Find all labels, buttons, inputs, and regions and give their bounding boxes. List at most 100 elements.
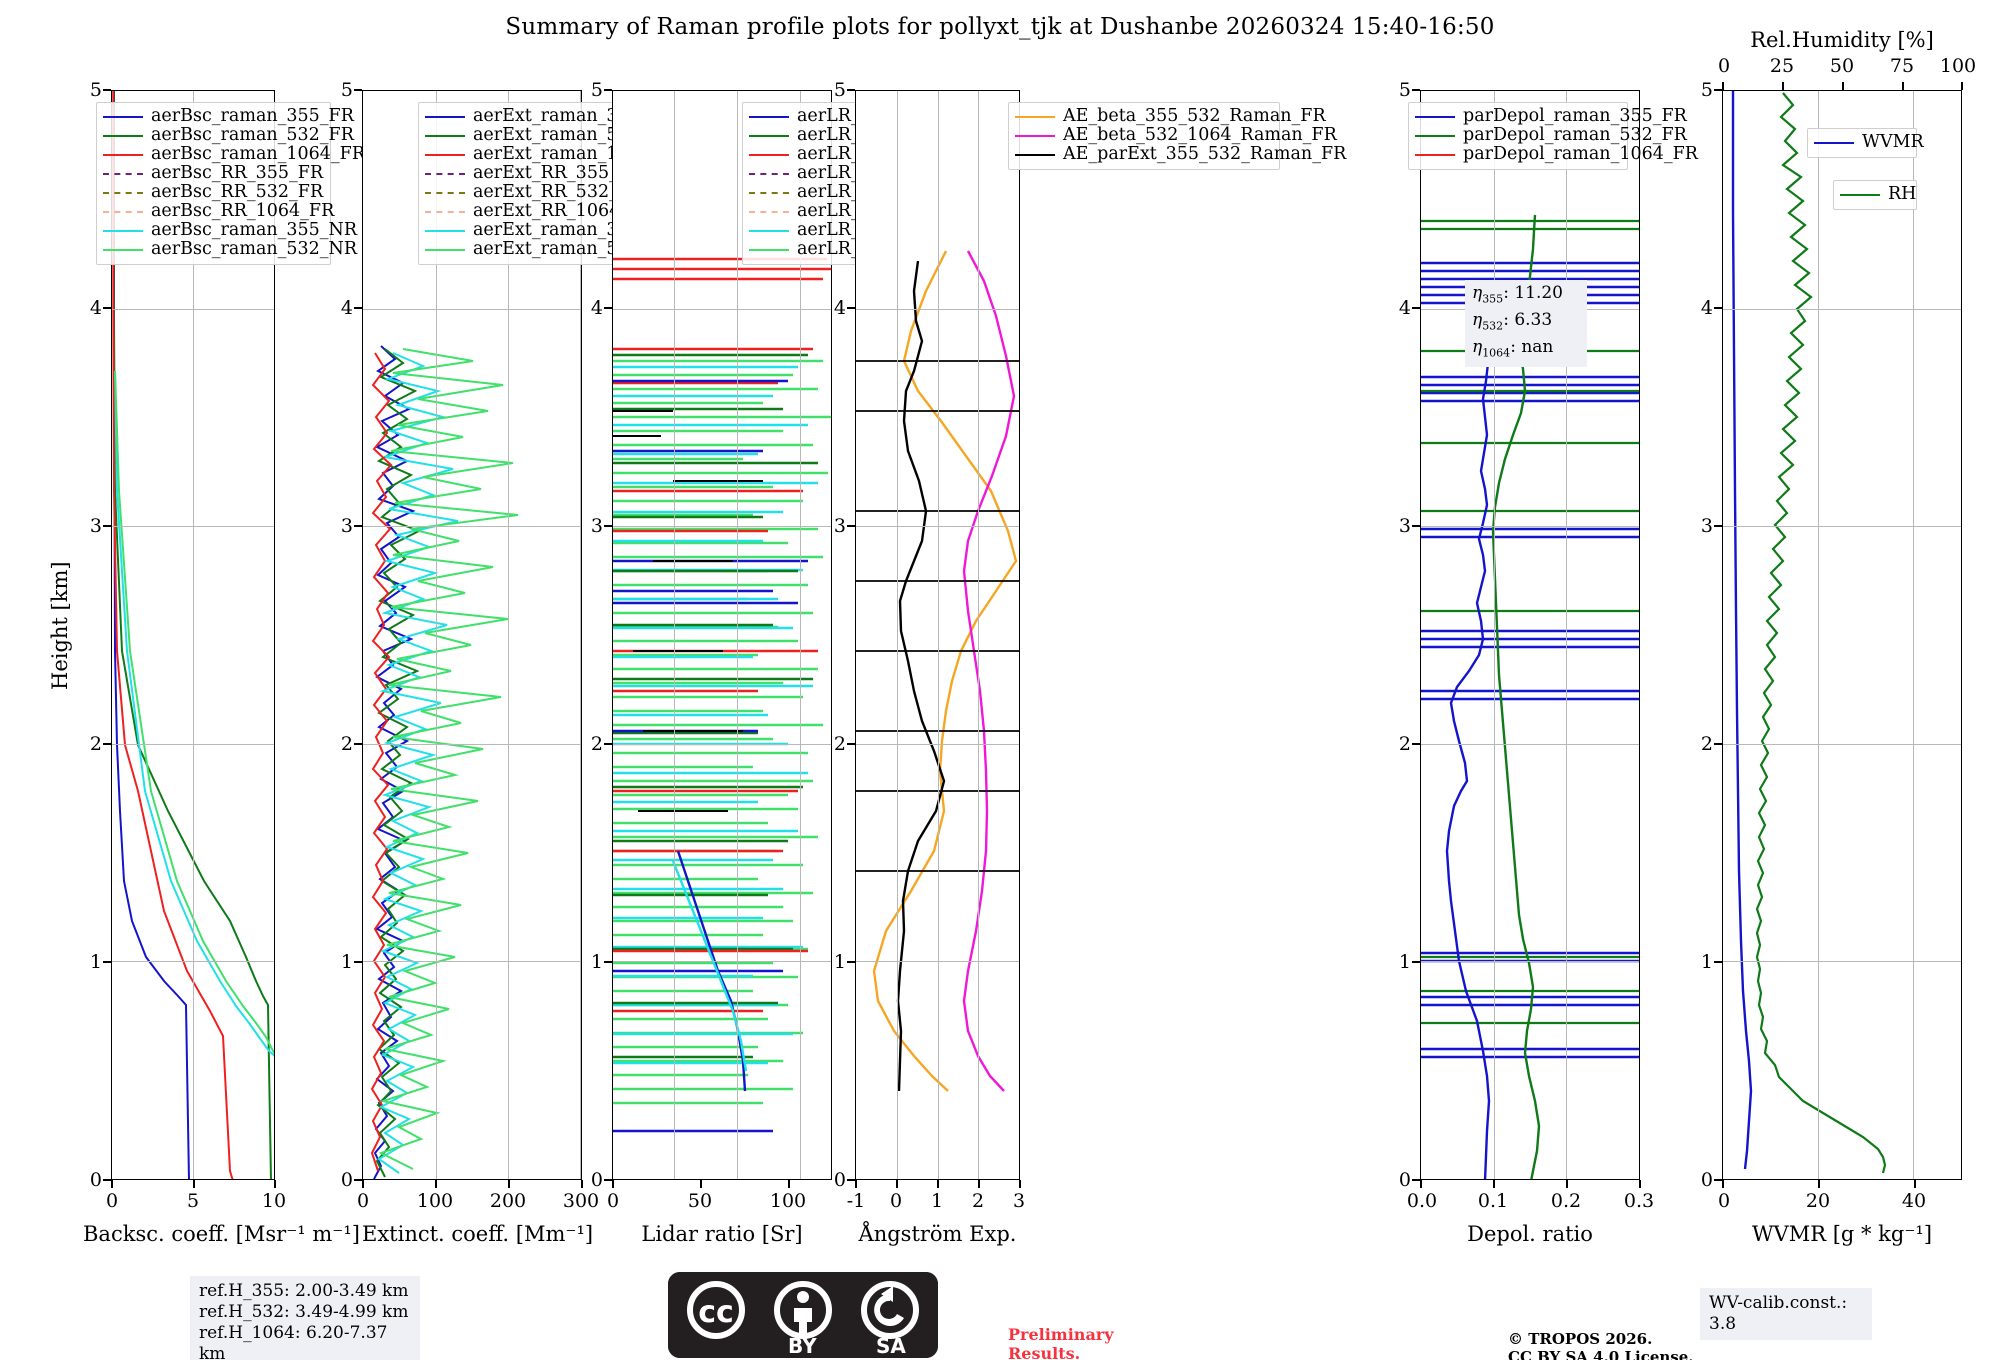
xtick-depol-3: 0.3 bbox=[1623, 1190, 1655, 1212]
preliminary-line-1: Preliminary bbox=[1008, 1325, 1114, 1344]
xtick-angstrom-2: 1 bbox=[930, 1190, 944, 1212]
ytick-wvmr-4: 4 bbox=[1700, 297, 1713, 319]
legend-item: aerExt_raman_532_NR bbox=[425, 240, 677, 259]
xtick-extinction-2: 200 bbox=[489, 1190, 527, 1212]
xtick-wvmr-0: 0 bbox=[1717, 1190, 1731, 1212]
legend-label: AE_beta_532_1064_Raman_FR bbox=[1063, 125, 1337, 145]
legend-depolarization[interactable]: parDepol_raman_355_FR parDepol_raman_532… bbox=[1408, 102, 1698, 170]
eta-532-line: η532: 6.33 bbox=[1472, 310, 1580, 337]
ytick-angstrom-0: 0 bbox=[833, 1169, 846, 1191]
eta-annotation-box: η355: 11.20 η532: 6.33 η1064: nan bbox=[1465, 280, 1587, 367]
copyright-note: © TROPOS 2026. CC BY SA 4.0 License. bbox=[1508, 1330, 1694, 1360]
legend-swatch bbox=[425, 191, 465, 194]
cc-logo-icon: cc bbox=[687, 1281, 745, 1339]
eta-532-sub: 532 bbox=[1482, 319, 1504, 333]
legend-label: aerExt_RR_1064_FR bbox=[473, 201, 655, 221]
legend-swatch bbox=[103, 172, 143, 175]
copyright-line-2: CC BY SA 4.0 License. bbox=[1508, 1348, 1694, 1360]
ytick-wvmr-3: 3 bbox=[1700, 515, 1713, 537]
xtick-angstrom-1: 0 bbox=[889, 1190, 903, 1212]
x-axis-label-lidar-ratio: Lidar ratio [Sr] bbox=[641, 1222, 803, 1246]
xtick-angstrom-3: 2 bbox=[971, 1190, 985, 1212]
xtick-lidar-1: 50 bbox=[687, 1190, 713, 1212]
xtick-backscatter-2: 10 bbox=[261, 1190, 287, 1212]
x-axis-label-extinction: Extinct. coeff. [Mm⁻¹] bbox=[362, 1222, 594, 1246]
legend-item: parDepol_raman_355_FR bbox=[1415, 107, 1687, 126]
legend-label: parDepol_raman_532_FR bbox=[1463, 125, 1687, 145]
ytick-wvmr-5: 5 bbox=[1700, 79, 1713, 101]
legend-swatch bbox=[425, 115, 465, 118]
legend-swatch bbox=[749, 229, 789, 232]
eta-355-symbol: η bbox=[1472, 283, 1483, 303]
legend-swatch bbox=[1415, 115, 1455, 118]
legend-swatch bbox=[103, 229, 143, 232]
ytick-lidar-3: 3 bbox=[590, 515, 603, 537]
legend-item: aerBsc_raman_532_FR bbox=[103, 126, 354, 145]
plot-area-wvmr-rh bbox=[1722, 90, 1962, 1180]
series-wvmr-rh bbox=[1731, 91, 1887, 1174]
legend-swatch bbox=[103, 115, 143, 118]
legend-item: aerExt_raman_355_FR bbox=[425, 107, 674, 126]
legend-item: aerBsc_raman_355_FR bbox=[103, 107, 354, 126]
legend-label: WVMR bbox=[1862, 132, 1924, 152]
legend-swatch bbox=[103, 134, 143, 137]
legend-rh[interactable]: RH bbox=[1833, 180, 1917, 210]
copyright-line-1: © TROPOS 2026. bbox=[1508, 1330, 1653, 1348]
legend-swatch bbox=[425, 248, 465, 251]
legend-swatch bbox=[425, 153, 465, 156]
x-axis-label-depolarization: Depol. ratio bbox=[1467, 1222, 1593, 1246]
ytick-angstrom-3: 3 bbox=[833, 515, 846, 537]
legend-swatch bbox=[1015, 115, 1055, 118]
legend-item: aerBsc_RR_1064_FR bbox=[103, 202, 334, 221]
x-axis-label-wvmr: WVMR [g * kg⁻¹] bbox=[1751, 1222, 1933, 1246]
x-axis-label-angstrom: Ångström Exp. bbox=[858, 1222, 1017, 1246]
cc-license-badge[interactable]: cc BY SA bbox=[668, 1272, 938, 1358]
legend-item: WVMR bbox=[1814, 133, 1924, 152]
legend-item: aerExt_RR_1064_FR bbox=[425, 202, 654, 221]
legend-swatch bbox=[749, 191, 789, 194]
series-depolarization bbox=[1421, 214, 1639, 1179]
legend-swatch bbox=[1015, 153, 1055, 156]
legend-swatch bbox=[749, 248, 789, 251]
legend-wvmr-rh[interactable]: WVMR bbox=[1807, 128, 1924, 158]
ytick-depol-0: 0 bbox=[1398, 1169, 1411, 1191]
ytick-lidar-1: 1 bbox=[590, 951, 603, 973]
plot-area-depolarization bbox=[1420, 90, 1640, 1180]
legend-item: AE_beta_355_532_Raman_FR bbox=[1015, 107, 1326, 126]
xtick-depol-0: 0.0 bbox=[1406, 1190, 1438, 1212]
ytick-depol-4: 4 bbox=[1398, 297, 1411, 319]
legend-label: aerBsc_raman_355_FR bbox=[151, 106, 354, 126]
legend-label: AE_beta_355_532_Raman_FR bbox=[1063, 106, 1326, 126]
legend-label: aerBsc_RR_532_FR bbox=[151, 182, 324, 202]
eta-1064-sub: 1064 bbox=[1482, 346, 1511, 360]
legend-swatch bbox=[1415, 134, 1455, 137]
legend-item: parDepol_raman_532_FR bbox=[1415, 126, 1687, 145]
legend-item: aerExt_RR_355_FR bbox=[425, 164, 643, 183]
plot-area-lidar-ratio bbox=[612, 90, 832, 1180]
legend-item: aerBsc_RR_355_FR bbox=[103, 164, 324, 183]
legend-swatch bbox=[103, 210, 143, 213]
ytick-extinction-1: 1 bbox=[340, 951, 353, 973]
legend-label: parDepol_raman_355_FR bbox=[1463, 106, 1687, 126]
xtick-angstrom-0: -1 bbox=[846, 1190, 866, 1212]
legend-angstrom[interactable]: AE_beta_355_532_Raman_FR AE_beta_532_106… bbox=[1008, 102, 1346, 170]
y-axis-label: Height [km] bbox=[48, 561, 72, 690]
legend-backscatter[interactable]: aerBsc_raman_355_FR aerBsc_raman_532_FR … bbox=[96, 102, 365, 265]
xtick-extinction-1: 100 bbox=[416, 1190, 454, 1212]
ref-height-355: ref.H_355: 2.00-3.49 km bbox=[199, 1281, 409, 1301]
plot-area-backscatter bbox=[111, 90, 275, 1180]
ytick-backscatter-1: 1 bbox=[89, 951, 102, 973]
xtick-wvmr-1: 20 bbox=[1805, 1190, 1831, 1212]
page-title: Summary of Raman profile plots for polly… bbox=[505, 14, 1495, 40]
xtick-extinction-0: 0 bbox=[356, 1190, 370, 1212]
ytick-angstrom-2: 2 bbox=[833, 733, 846, 755]
legend-swatch bbox=[425, 172, 465, 175]
ytick-extinction-4: 4 bbox=[340, 297, 353, 319]
preliminary-results-note: Preliminary Results. bbox=[1008, 1325, 1114, 1360]
legend-item: aerExt_raman_355_NR bbox=[425, 221, 677, 240]
legend-swatch bbox=[1814, 141, 1854, 144]
legend-swatch bbox=[425, 210, 465, 213]
xtick-extinction-3: 300 bbox=[562, 1190, 600, 1212]
ytick-wvmr-0: 0 bbox=[1700, 1169, 1713, 1191]
